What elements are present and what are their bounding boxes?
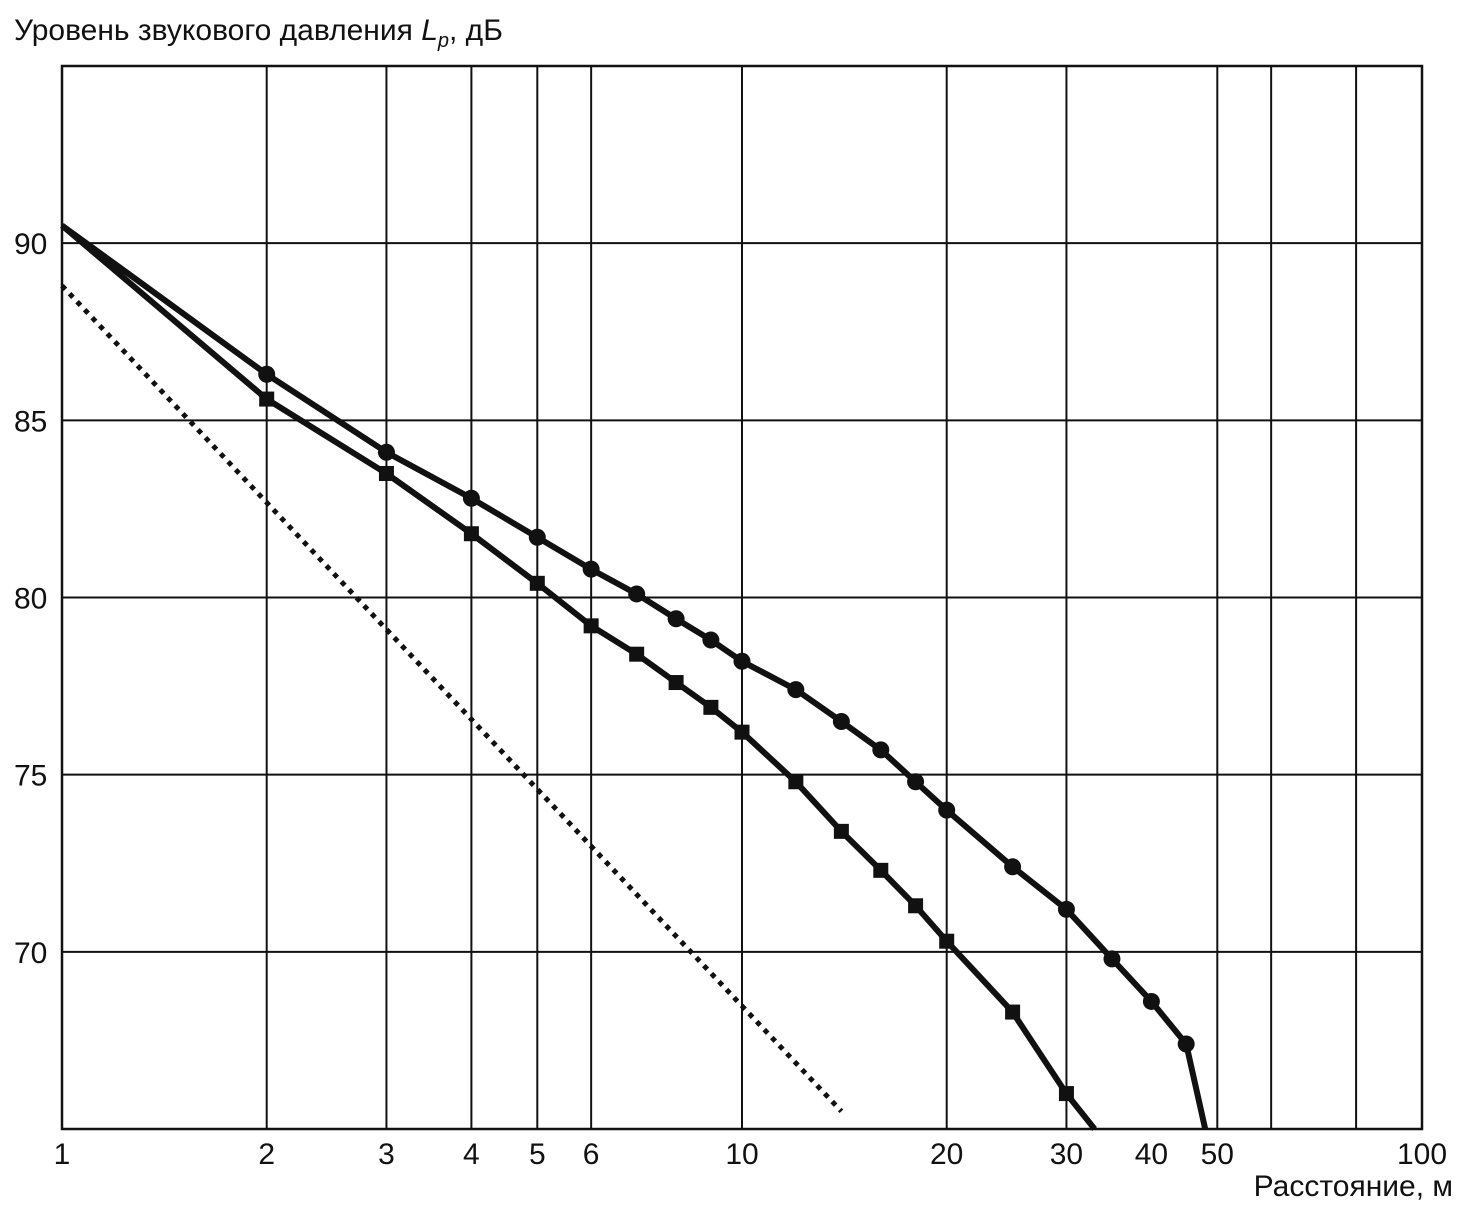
series-0-line	[60, 223, 1209, 1130]
series-0-point	[528, 528, 546, 546]
y-axis-title-prefix: Уровень звукового давления	[14, 14, 422, 47]
series-1-point	[939, 933, 955, 949]
series-0-point	[667, 610, 685, 628]
x-tick-label: 100	[1397, 1138, 1447, 1171]
series-0-point	[258, 365, 276, 383]
series-1-point	[629, 646, 645, 662]
series-0-point	[938, 801, 956, 819]
series-1-point	[873, 862, 889, 878]
series-1-point	[833, 823, 849, 839]
series-0-point	[872, 741, 890, 759]
y-axis-title: Уровень звукового давления Lp, дБ	[14, 14, 503, 53]
x-tick-label: 4	[463, 1138, 480, 1171]
series-1-point	[1058, 1086, 1074, 1102]
series-0-point	[1177, 1035, 1195, 1053]
x-tick-label: 6	[583, 1138, 600, 1171]
x-tick-label: 10	[725, 1138, 758, 1171]
series-0-point	[582, 560, 600, 578]
series-0-point	[1004, 858, 1022, 876]
series-1-point	[703, 699, 719, 715]
y-tick-label: 70	[14, 937, 47, 970]
y-tick-label: 85	[14, 405, 47, 438]
y-axis-title-subscript: p	[437, 30, 450, 52]
plot-frame	[60, 64, 1424, 1131]
series-2-line	[60, 283, 844, 1114]
series-1-point	[378, 465, 394, 481]
series-1-point	[734, 724, 750, 740]
series-1-point	[583, 618, 599, 634]
x-tick-label: 3	[378, 1138, 395, 1171]
x-tick-label: 5	[529, 1138, 546, 1171]
series-1-point	[1005, 1004, 1021, 1020]
y-tick-label: 75	[14, 760, 47, 793]
series-1-point	[529, 575, 545, 591]
x-axis-title: Расстояние, м	[1253, 1170, 1453, 1203]
x-tick-label: 50	[1201, 1138, 1234, 1171]
series-0-point	[1103, 950, 1121, 968]
series-1-point	[463, 526, 479, 542]
series-0-point	[702, 631, 720, 649]
series-0-point	[628, 585, 646, 603]
y-axis-title-suffix: , дБ	[449, 14, 503, 47]
series-0-point	[832, 713, 850, 731]
y-tick-label: 90	[14, 228, 47, 261]
x-tick-label: 30	[1050, 1138, 1083, 1171]
series-1-point	[259, 391, 275, 407]
series-0-point	[462, 489, 480, 507]
y-axis-title-symbol: L	[421, 14, 438, 47]
x-tick-label: 20	[930, 1138, 963, 1171]
series-0-point	[1142, 992, 1160, 1010]
series-1-point	[668, 675, 684, 691]
x-tick-label: 2	[258, 1138, 275, 1171]
series-0-point	[377, 443, 395, 461]
x-tick-label: 1	[54, 1138, 71, 1171]
series-1-point	[908, 898, 924, 914]
series-0-point	[787, 681, 805, 699]
series-1-line	[60, 223, 1097, 1131]
series-0-point	[733, 652, 751, 670]
series-1-point	[788, 774, 804, 790]
y-tick-label: 80	[14, 583, 47, 616]
series-0-point	[907, 773, 925, 791]
series-0-point	[1057, 900, 1075, 918]
x-tick-label: 40	[1135, 1138, 1168, 1171]
